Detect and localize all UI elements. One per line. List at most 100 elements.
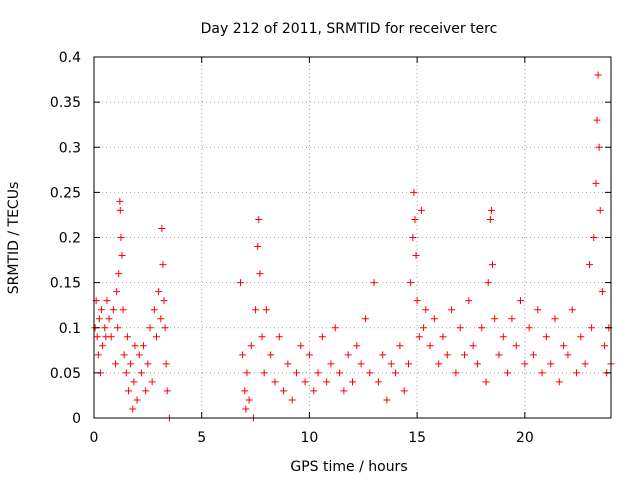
- data-point: [568, 306, 576, 314]
- data-point: [410, 188, 418, 196]
- data-point: [93, 333, 101, 341]
- data-point: [415, 333, 423, 341]
- data-point: [98, 306, 106, 314]
- plot-frame: [93, 56, 612, 419]
- data-point: [258, 333, 266, 341]
- data-point: [529, 351, 537, 359]
- data-point: [130, 378, 138, 386]
- chart-grid: [94, 57, 611, 418]
- data-point: [160, 297, 168, 305]
- data-point: [461, 351, 469, 359]
- data-point: [162, 360, 170, 368]
- data-point: [107, 333, 115, 341]
- data-point: [465, 297, 473, 305]
- data-point: [114, 324, 122, 332]
- data-point: [305, 351, 313, 359]
- data-point: [405, 360, 413, 368]
- data-point: [116, 197, 124, 205]
- data-point: [161, 324, 169, 332]
- data-point: [411, 215, 419, 223]
- data-point: [534, 306, 542, 314]
- data-point: [482, 378, 490, 386]
- data-point: [508, 315, 516, 323]
- data-point: [487, 206, 495, 214]
- y-tick-label: 0: [72, 411, 81, 427]
- data-point: [456, 324, 464, 332]
- data-point: [361, 315, 369, 323]
- x-axis-label: GPS time / hours: [290, 459, 407, 475]
- data-point: [499, 333, 507, 341]
- data-point: [163, 387, 171, 395]
- data-point: [280, 387, 288, 395]
- data-point: [374, 378, 382, 386]
- x-tick-label: 0: [90, 430, 99, 446]
- data-point: [271, 378, 279, 386]
- data-point: [370, 279, 378, 287]
- data-point: [142, 387, 150, 395]
- data-point: [495, 351, 503, 359]
- y-tick-label: 0.1: [59, 321, 81, 337]
- data-point: [525, 324, 533, 332]
- data-point: [452, 369, 460, 377]
- data-point: [594, 71, 602, 79]
- data-point: [387, 360, 395, 368]
- data-point: [119, 306, 127, 314]
- data-point: [448, 306, 456, 314]
- x-tick-label: 20: [516, 430, 534, 446]
- data-point: [314, 369, 322, 377]
- data-point: [252, 306, 260, 314]
- data-point: [323, 378, 331, 386]
- data-point: [155, 288, 163, 296]
- data-point: [297, 342, 305, 350]
- data-point: [581, 360, 589, 368]
- data-point: [413, 297, 421, 305]
- data-point: [588, 324, 596, 332]
- data-point: [340, 387, 348, 395]
- data-series: [91, 71, 615, 422]
- data-point: [349, 378, 356, 386]
- data-point: [547, 360, 555, 368]
- data-point: [260, 369, 268, 377]
- data-point: [592, 179, 600, 187]
- data-point: [383, 396, 391, 404]
- data-point: [473, 360, 481, 368]
- data-point: [127, 360, 135, 368]
- data-point: [409, 234, 417, 241]
- data-point: [538, 369, 546, 377]
- x-tick-labels: 0 5 10 15 20: [90, 430, 534, 446]
- data-point: [95, 315, 103, 323]
- data-point: [112, 360, 120, 368]
- data-point: [239, 351, 247, 359]
- x-tick-label: 10: [301, 430, 319, 446]
- data-point: [255, 215, 263, 223]
- data-point: [267, 351, 275, 359]
- y-tick-label: 0.15: [50, 276, 81, 292]
- data-point: [560, 342, 568, 350]
- data-point: [152, 333, 160, 341]
- data-point: [94, 351, 102, 359]
- y-tick-label: 0.3: [59, 140, 81, 156]
- chart-title: Day 212 of 2011, SRMTID for receiver ter…: [201, 21, 498, 37]
- data-point: [357, 360, 365, 368]
- data-point: [159, 261, 167, 269]
- data-point: [243, 369, 251, 377]
- data-point: [242, 405, 250, 413]
- data-point: [489, 261, 497, 269]
- data-point: [124, 387, 132, 395]
- data-point: [115, 270, 123, 278]
- data-point: [551, 315, 559, 323]
- data-point: [247, 342, 255, 350]
- data-point: [379, 351, 387, 359]
- data-point: [146, 324, 154, 332]
- y-tick-label: 0.4: [59, 50, 81, 66]
- data-point: [512, 342, 520, 350]
- data-point: [135, 351, 143, 359]
- data-point: [292, 369, 300, 377]
- y-axis-label: SRMTID / TECUs: [6, 182, 22, 295]
- data-point: [521, 360, 529, 368]
- data-point: [426, 342, 434, 350]
- data-point: [99, 342, 107, 350]
- y-tick-label: 0.2: [59, 231, 81, 247]
- data-point: [595, 143, 603, 151]
- data-point: [236, 279, 244, 287]
